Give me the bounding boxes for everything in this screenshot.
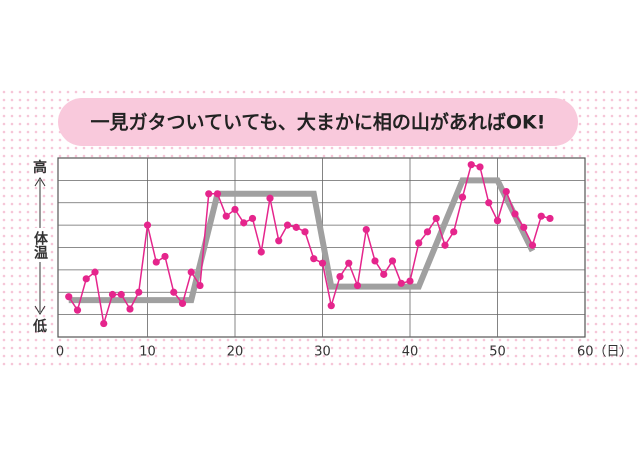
point	[432, 214, 440, 223]
point	[441, 241, 449, 249]
x-tick-label: 60（日）	[577, 345, 633, 360]
point	[476, 163, 484, 171]
point	[82, 275, 90, 283]
point	[511, 210, 519, 218]
point	[397, 279, 405, 287]
point	[161, 252, 169, 261]
point	[528, 241, 537, 249]
point	[485, 199, 493, 207]
title-banner	[58, 98, 578, 146]
label-bg	[30, 228, 50, 262]
point	[187, 268, 195, 276]
point	[143, 221, 152, 229]
point	[318, 259, 327, 267]
point	[222, 212, 230, 220]
point	[353, 281, 362, 290]
point	[135, 288, 143, 296]
point	[520, 223, 528, 231]
point	[126, 305, 134, 313]
point	[248, 214, 257, 223]
point	[240, 219, 248, 227]
point	[178, 299, 187, 308]
point	[310, 255, 318, 263]
chart-title: 一見ガタついていても、大まかに相の山があればOK!	[91, 111, 546, 134]
point	[458, 193, 467, 201]
point	[91, 268, 99, 276]
point	[450, 228, 458, 236]
line	[68, 177, 536, 304]
x-tick-label: 40	[402, 345, 419, 360]
point	[388, 257, 397, 265]
y-tick-label: 高	[33, 159, 47, 176]
point	[292, 223, 300, 231]
y-axis-label: 体温	[32, 230, 48, 259]
point	[266, 194, 274, 202]
point	[380, 270, 388, 278]
point	[327, 302, 335, 310]
point	[205, 190, 213, 198]
point	[100, 319, 108, 328]
line	[68, 163, 551, 324]
point	[301, 228, 309, 236]
point	[152, 258, 160, 266]
x-tick-label: 0	[56, 345, 64, 360]
point	[345, 259, 353, 267]
point	[108, 290, 117, 299]
point	[257, 248, 265, 256]
x-tick-label: 30	[314, 345, 331, 360]
point	[406, 277, 414, 285]
point	[502, 187, 510, 196]
point	[231, 205, 239, 214]
point	[546, 214, 554, 223]
y-tick-label: 低	[32, 318, 47, 335]
point	[537, 212, 545, 220]
x-tick-label: 20	[227, 345, 244, 360]
point	[117, 290, 125, 299]
point	[493, 217, 502, 225]
point	[196, 281, 204, 290]
point	[371, 257, 379, 265]
point	[213, 190, 222, 198]
point	[65, 293, 73, 301]
point	[73, 306, 82, 314]
point	[170, 288, 178, 296]
x-tick-label: 10	[139, 345, 156, 360]
point	[423, 228, 432, 236]
point	[467, 161, 475, 169]
x-tick-label: 50	[489, 345, 506, 360]
point	[336, 272, 344, 281]
point	[362, 226, 370, 234]
point	[283, 221, 292, 229]
point	[275, 237, 283, 245]
point	[415, 239, 423, 247]
y-arrow-heads	[34, 177, 46, 315]
